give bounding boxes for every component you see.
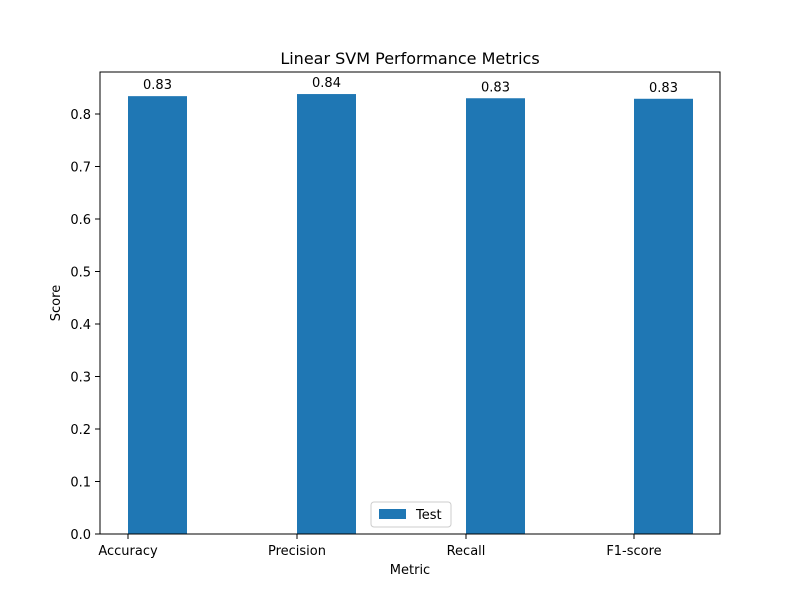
x-axis-ticks: Accuracy Precision Recall F1-score [98,534,662,559]
bar-value-label: 0.84 [312,76,341,91]
bar-value-label: 0.83 [143,78,172,93]
y-tick-label: 0.0 [70,528,91,543]
y-tick-label: 0.8 [70,108,91,123]
y-tick-label: 0.7 [70,161,91,176]
x-tick-label: Accuracy [98,544,158,559]
bar-labels-layer: 0.83 0.84 0.83 0.83 [143,76,678,96]
y-tick-label: 0.1 [70,476,91,491]
bar-accuracy [128,96,187,535]
bar-value-label: 0.83 [649,81,678,96]
bar-f1-score [634,98,693,535]
bars-layer [128,94,693,535]
y-tick-label: 0.2 [70,423,91,438]
legend-swatch [379,509,406,519]
x-tick-label: F1-score [606,544,661,559]
bar-recall [466,98,525,534]
y-tick-label: 0.5 [70,266,91,281]
plot-frame [99,71,721,535]
y-axis-ticks: 0.0 0.1 0.2 0.3 0.4 0.5 0.6 0.7 0.8 [70,108,100,543]
bar-precision [297,94,356,535]
bar-value-label: 0.83 [481,80,510,95]
y-axis-label: Score [49,285,64,321]
legend-box [370,501,452,528]
plot-area: 0.83 0.84 0.83 0.83 0.00.10.20.30.40.50.60.… [70,71,721,559]
x-axis-label: Metric [390,563,430,578]
x-tick-label: Recall [447,544,486,559]
y-tick-label: 0.3 [70,371,91,386]
legend: Test [370,501,452,528]
legend-label: Test [415,508,442,523]
y-tick-label: 0.6 [70,213,91,228]
chart-title: Linear SVM Performance Metrics [280,49,539,68]
x-tick-label: Precision [268,544,326,559]
y-tick-label: 0.4 [70,318,91,333]
